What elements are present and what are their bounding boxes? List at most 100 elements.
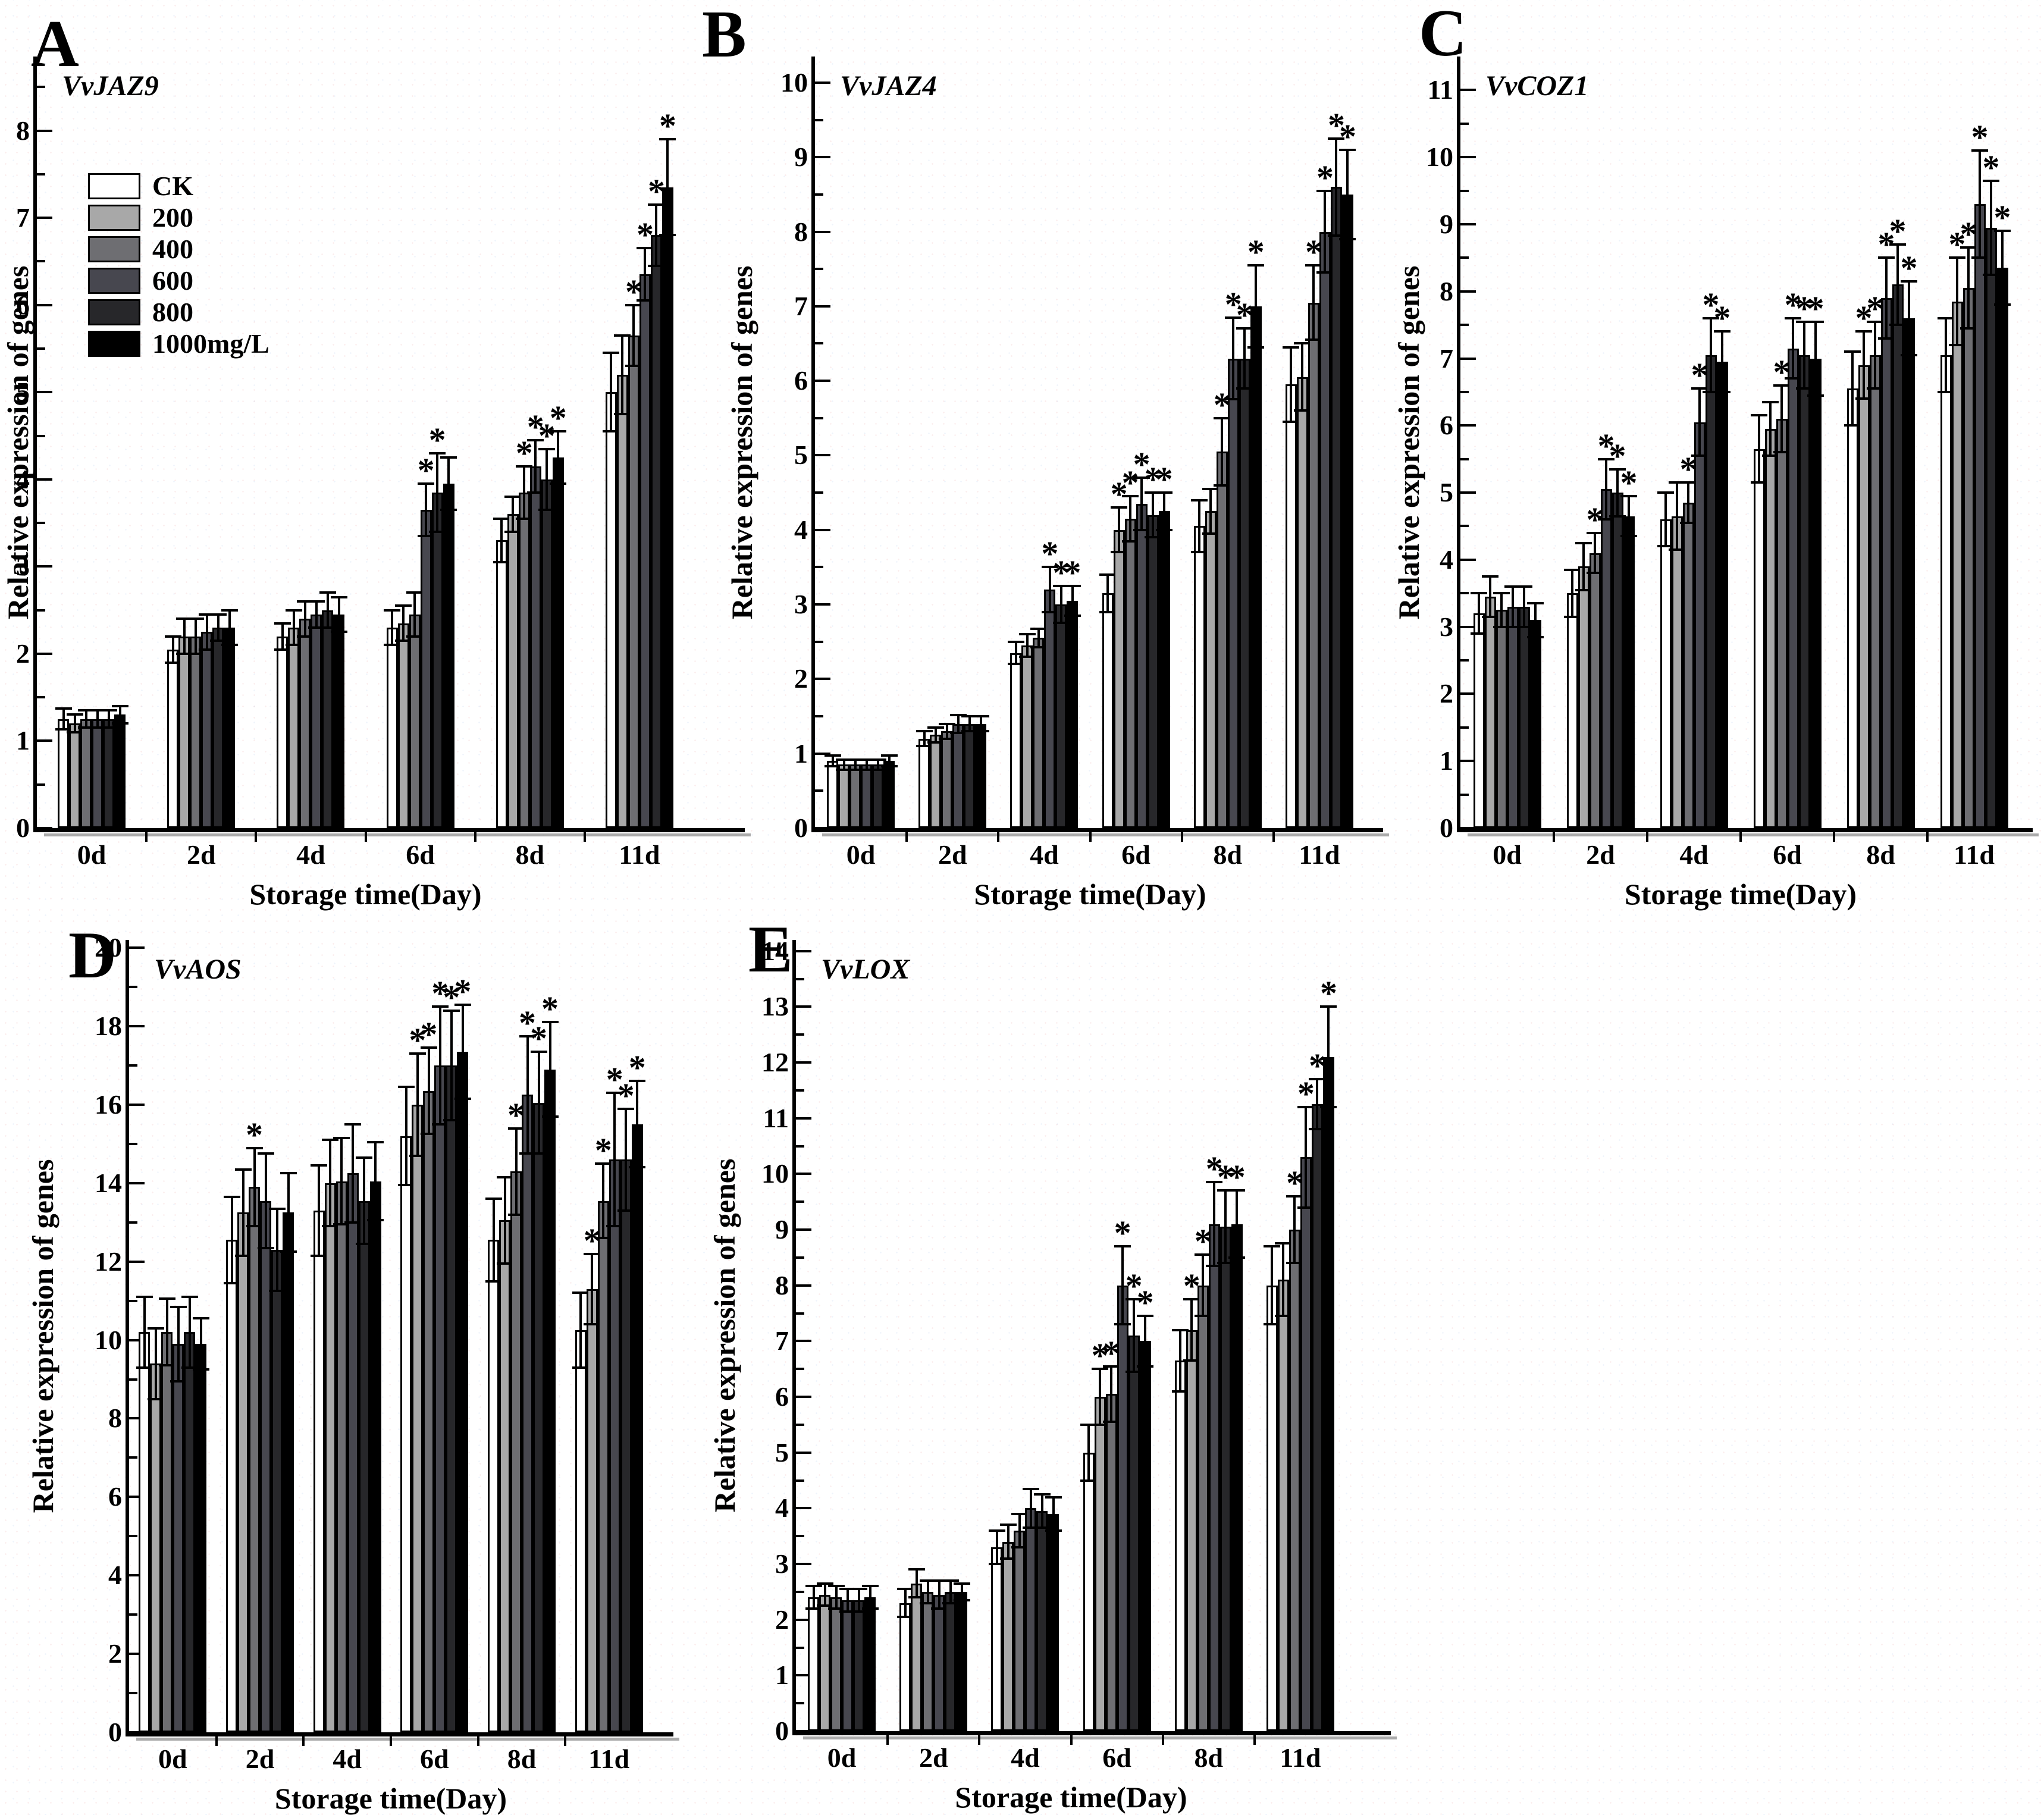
error-bar — [165, 1299, 168, 1366]
bar-fill — [1147, 515, 1159, 828]
bar-fill — [861, 764, 873, 828]
bar-0d-CK — [805, 940, 822, 1731]
error-bar — [281, 623, 284, 650]
x-tick-labels: 0d 2d 4d 6d 8d 11d — [37, 841, 694, 869]
error-cap-bottom — [1796, 387, 1813, 390]
bar-0d-200 — [66, 57, 83, 828]
bar-8d-800: * — [538, 57, 556, 828]
y-minor-tick — [129, 986, 137, 989]
error-cap-top — [1949, 256, 1965, 259]
bar-fill — [899, 1603, 911, 1731]
bar-fill — [324, 1183, 336, 1732]
error-cap-bottom — [136, 1366, 153, 1369]
error-cap-bottom — [1339, 238, 1356, 241]
error-cap-top — [397, 1086, 415, 1089]
error-cap-bottom — [311, 1254, 328, 1257]
y-axis-title: Relative expression of genes — [26, 1159, 59, 1513]
bar-fill — [80, 719, 92, 828]
bar-fill — [1113, 529, 1125, 828]
error-bar — [1232, 317, 1235, 400]
error-cap-bottom — [406, 635, 424, 638]
error-bar — [436, 453, 439, 532]
error-cap-bottom — [1751, 481, 1767, 484]
bar-fill — [1174, 1361, 1186, 1731]
y-major-tick — [815, 603, 830, 606]
group-11d: * * * * — [1274, 57, 1365, 828]
y-minor-tick — [1460, 256, 1469, 259]
bar-6d-200 — [1762, 57, 1779, 828]
error-cap-bottom — [1971, 256, 1988, 259]
error-cap-top — [443, 1009, 460, 1012]
legend-swatch — [88, 268, 140, 294]
y-tick-label: 10 — [780, 67, 808, 98]
y-minor-tick — [37, 522, 45, 525]
error-bar — [995, 1530, 998, 1565]
x-tick-label-4d: 4d — [1030, 839, 1059, 870]
error-cap-top — [66, 713, 83, 716]
bar-2d-1000mg/L — [972, 57, 989, 828]
error-cap-bottom — [1328, 234, 1345, 237]
bar-2d-400 — [919, 940, 936, 1731]
error-cap-bottom — [606, 1225, 623, 1228]
error-cap-bottom — [1714, 390, 1730, 393]
x-boundary-tick — [1833, 832, 1835, 842]
error-cap-bottom — [367, 1219, 384, 1222]
bar-fill — [922, 1591, 934, 1731]
bar-0d-200 — [816, 940, 833, 1731]
error-cap-top — [1228, 1189, 1246, 1192]
bar-8d-800: * — [1889, 57, 1907, 828]
bar-fill — [1205, 511, 1217, 828]
y-minor-tick — [129, 1613, 137, 1616]
y-tick-label: 10 — [1426, 142, 1453, 173]
error-cap-bottom — [625, 365, 642, 368]
error-cap-bottom — [431, 1123, 449, 1126]
error-cap-bottom — [1052, 622, 1070, 625]
error-bar — [602, 1163, 605, 1239]
bar-4d-1000mg/L: * — [1714, 57, 1731, 828]
error-cap-bottom — [1264, 1323, 1281, 1326]
y-major-tick — [796, 1340, 811, 1343]
y-minor-tick — [815, 193, 823, 196]
error-bar — [934, 727, 937, 742]
bar-8d-CK — [485, 940, 502, 1732]
error-bar — [1140, 478, 1143, 530]
error-bar — [865, 759, 868, 770]
x-tick-label-6d: 6d — [420, 1744, 449, 1774]
error-bar — [1121, 1246, 1124, 1325]
bar-4d-1000mg/L: * — [1064, 57, 1081, 828]
error-cap-bottom — [1785, 377, 1801, 380]
error-cap-bottom — [538, 509, 556, 512]
y-minor-tick — [796, 1646, 804, 1649]
bar-0d-CK — [55, 57, 72, 828]
error-cap-bottom — [285, 644, 302, 647]
significance-star: * — [1319, 974, 1337, 1013]
bar-2d-200 — [908, 940, 925, 1731]
error-cap-top — [850, 1588, 867, 1591]
error-cap-bottom — [519, 1152, 536, 1155]
error-cap-bottom — [1080, 1479, 1098, 1482]
x-boundary-tick — [886, 1735, 889, 1745]
bar-4d-CK — [1657, 57, 1674, 828]
bar-fill — [1764, 428, 1776, 828]
error-cap-bottom — [1669, 548, 1685, 551]
y-minor-tick — [815, 491, 823, 494]
bar-11d-400: * — [595, 940, 612, 1732]
y-minor-tick — [1460, 324, 1469, 327]
error-bar — [1956, 258, 1958, 345]
x-tick-label-4d: 4d — [1679, 839, 1708, 870]
error-cap-bottom — [209, 639, 227, 642]
significance-star: * — [1713, 299, 1731, 338]
y-minor-tick — [1460, 457, 1469, 460]
baseline-shadow — [803, 1736, 1397, 1739]
error-bar — [1052, 1497, 1055, 1531]
x-boundary-tick — [1646, 832, 1648, 842]
error-bar — [1582, 543, 1585, 590]
error-cap-top — [1007, 640, 1024, 643]
error-cap-bottom — [1217, 1262, 1234, 1265]
x-tick-label-11d: 11d — [1953, 839, 1995, 870]
y-minor-tick — [796, 1423, 804, 1426]
bar-2d-600 — [198, 57, 215, 828]
error-bar — [107, 710, 110, 728]
y-major-tick — [37, 739, 52, 742]
error-cap-bottom — [507, 1213, 525, 1216]
